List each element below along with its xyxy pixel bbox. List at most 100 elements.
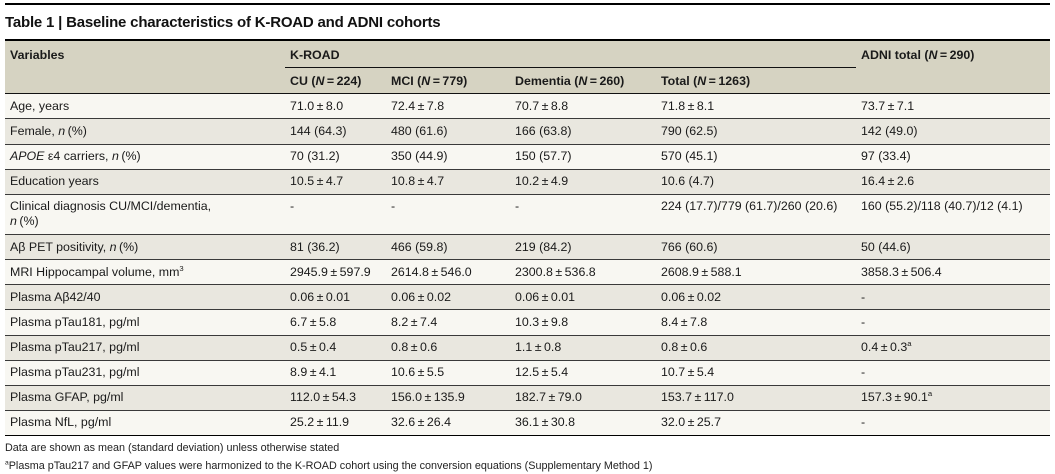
row-label: Plasma pTau181, pg/ml: [5, 309, 285, 335]
row-label: Plasma pTau231, pg/ml: [5, 359, 285, 386]
table-cell: 2608.9 ± 588.1: [656, 259, 856, 285]
table-cell: 8.4 ± 7.8: [656, 309, 856, 335]
footnote-general: Data are shown as mean (standard deviati…: [5, 442, 340, 454]
table-cell: 10.3 ± 9.8: [510, 309, 656, 335]
table-cell: 16.4 ± 2.6: [856, 168, 1050, 195]
table-cell: 1.1 ± 0.8: [510, 334, 656, 361]
table-title: Table 1 | Baseline characteristics of K-…: [5, 14, 441, 31]
table-cell: 182.7 ± 79.0: [510, 384, 656, 411]
table-cell: 224 (17.7)/779 (61.7)/260 (20.6): [656, 193, 856, 235]
table-cell: 156.0 ± 135.9: [386, 384, 510, 411]
table-cell: 0.06 ± 0.02: [386, 284, 510, 310]
table-cell: 144 (64.3): [285, 118, 386, 144]
table-cell: 466 (59.8): [386, 233, 510, 260]
top-rule: [5, 3, 1050, 5]
table-row: MRI Hippocampal volume, mm3 2945.9 ± 597.…: [5, 259, 1050, 285]
column-header-cu: CU (N = 224): [285, 67, 386, 95]
row-label: Plasma GFAP, pg/ml: [5, 384, 285, 411]
row-label: MRI Hippocampal volume, mm3: [5, 259, 285, 285]
table-cell: 72.4 ± 7.8: [386, 93, 510, 119]
table-cell: 70 (31.2): [285, 143, 386, 170]
table-cell: 150 (57.7): [510, 143, 656, 170]
table-cell: 10.6 (4.7): [656, 168, 856, 195]
page: { "title": "Table 1 | Baseline character…: [0, 3, 1055, 472]
table-row: Clinical diagnosis CU/MCI/dementia, n (%)…: [5, 193, 1050, 235]
footnote-a: aPlasma pTau217 and GFAP values were har…: [5, 459, 653, 472]
table-cell: 0.8 ± 0.6: [386, 334, 510, 361]
table-cell: 12.5 ± 5.4: [510, 359, 656, 386]
table-cell: 32.6 ± 26.4: [386, 409, 510, 436]
column-header-dementia: Dementia (N = 260): [510, 67, 656, 95]
table-row: Female, n (%) 144 (64.3) 480 (61.6) 166 (63…: [5, 118, 1050, 144]
table-cell: 97 (33.4): [856, 143, 1050, 170]
column-header-total: Total (N = 1263): [656, 67, 856, 95]
column-group-kroad: K-ROAD: [285, 40, 856, 69]
table-row: Plasma Aβ42/40 0.06 ± 0.01 0.06 ± 0.02 0.06…: [5, 284, 1050, 310]
table-row: Education years 10.5 ± 4.7 10.8 ± 4.7 10.2 …: [5, 168, 1050, 195]
row-label: Clinical diagnosis CU/MCI/dementia, n (%): [5, 193, 285, 235]
table-cell: 790 (62.5): [656, 118, 856, 144]
row-label: Education years: [5, 168, 285, 195]
table-cell: 157.3 ± 90.1a: [856, 384, 1050, 411]
table-cell: 2614.8 ± 546.0: [386, 259, 510, 285]
table-row: Plasma NfL, pg/ml 25.2 ± 11.9 32.6 ± 26.4 3…: [5, 409, 1050, 436]
row-label: Plasma Aβ42/40: [5, 284, 285, 310]
table-cell: 71.8 ± 8.1: [656, 93, 856, 119]
column-header-adni-total: ADNI total (N = 290): [856, 40, 1050, 95]
table-cell: 219 (84.2): [510, 233, 656, 260]
table-cell: 81 (36.2): [285, 233, 386, 260]
table-cell: 570 (45.1): [656, 143, 856, 170]
row-label: APOE ε4 carriers, n (%): [5, 143, 285, 170]
table-cell: 71.0 ± 8.0: [285, 93, 386, 119]
table-cell: 32.0 ± 25.7: [656, 409, 856, 436]
table-cell: 8.2 ± 7.4: [386, 309, 510, 335]
table-cell: 10.2 ± 4.9: [510, 168, 656, 195]
table-cell: 10.8 ± 4.7: [386, 168, 510, 195]
table-cell: 3858.3 ± 506.4: [856, 259, 1050, 285]
header-row-groups: Variables K-ROAD ADNI total (N = 290): [5, 40, 1050, 95]
table-cell: 6.7 ± 5.8: [285, 309, 386, 335]
table-cell: 10.5 ± 4.7: [285, 168, 386, 195]
row-label: Age, years: [5, 93, 285, 119]
header-row-subcolumns: CU (N = 224) MCI (N = 779) Dementia (N =…: [5, 67, 1050, 95]
table-cell: -: [856, 359, 1050, 386]
table-row: Age, years 71.0 ± 8.0 72.4 ± 7.8 70.7 ± 8.8…: [5, 93, 1050, 119]
table-cell: 10.6 ± 5.5: [386, 359, 510, 386]
table-cell: -: [285, 193, 386, 235]
baseline-characteristics-table: Variables K-ROAD ADNI total (N = 290) CU…: [5, 39, 1050, 436]
table-cell: 112.0 ± 54.3: [285, 384, 386, 411]
table-cell: -: [856, 409, 1050, 436]
paper-table-figure: Table 1 | Baseline characteristics of K-…: [0, 3, 1055, 474]
table-cell: -: [510, 193, 656, 235]
table-cell: -: [856, 309, 1050, 335]
row-label: Female, n (%): [5, 118, 285, 144]
table-body: Age, years 71.0 ± 8.0 72.4 ± 7.8 70.7 ± 8.8…: [5, 93, 1050, 436]
table-row: Plasma pTau181, pg/ml 6.7 ± 5.8 8.2 ± 7.4 1…: [5, 309, 1050, 335]
table-cell: 8.9 ± 4.1: [285, 359, 386, 386]
table-cell: 0.06 ± 0.01: [510, 284, 656, 310]
table-cell: 0.4 ± 0.3a: [856, 334, 1050, 361]
table-header: Variables K-ROAD ADNI total (N = 290) CU…: [5, 40, 1050, 95]
table-cell: -: [386, 193, 510, 235]
row-label: Plasma pTau217, pg/ml: [5, 334, 285, 361]
table-cell: 142 (49.0): [856, 118, 1050, 144]
table-row: Aβ PET positivity, n (%) 81 (36.2) 466 (59…: [5, 233, 1050, 260]
table-cell: 73.7 ± 7.1: [856, 93, 1050, 119]
table-cell: 160 (55.2)/118 (40.7)/12 (4.1): [856, 193, 1050, 235]
table-cell: 36.1 ± 30.8: [510, 409, 656, 436]
table-cell: 0.5 ± 0.4: [285, 334, 386, 361]
column-header-variables: Variables: [5, 40, 285, 95]
table-cell: 153.7 ± 117.0: [656, 384, 856, 411]
table-cell: 10.7 ± 5.4: [656, 359, 856, 386]
table-cell: 50 (44.6): [856, 233, 1050, 260]
table-row: Plasma GFAP, pg/ml 112.0 ± 54.3 156.0 ± 13…: [5, 384, 1050, 411]
table-cell: 25.2 ± 11.9: [285, 409, 386, 436]
table-cell: 766 (60.6): [656, 233, 856, 260]
table-cell: 0.8 ± 0.6: [656, 334, 856, 361]
table-row: Plasma pTau217, pg/ml 0.5 ± 0.4 0.8 ± 0.6 1…: [5, 334, 1050, 361]
column-header-mci: MCI (N = 779): [386, 67, 510, 95]
table-cell: 2945.9 ± 597.9: [285, 259, 386, 285]
table-row: Plasma pTau231, pg/ml 8.9 ± 4.1 10.6 ± 5.5…: [5, 359, 1050, 386]
table-cell: 0.06 ± 0.02: [656, 284, 856, 310]
table-cell: 0.06 ± 0.01: [285, 284, 386, 310]
